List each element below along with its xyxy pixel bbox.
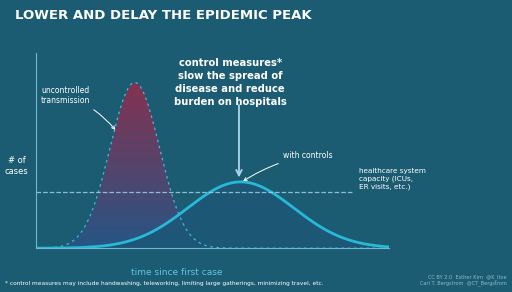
Text: with controls: with controls [244,151,333,181]
Text: time since first case: time since first case [132,268,223,277]
Text: LOWER AND DELAY THE EPIDEMIC PEAK: LOWER AND DELAY THE EPIDEMIC PEAK [15,9,312,22]
Text: CC BY 2.0  Esther Kim  @K_Itoe
Carl T. Bergstrom  @CT_Bergstrom: CC BY 2.0 Esther Kim @K_Itoe Carl T. Ber… [420,274,507,286]
Text: healthcare system
capacity (ICUs,
ER visits, etc.): healthcare system capacity (ICUs, ER vis… [359,168,426,190]
Text: # of
cases: # of cases [5,156,28,176]
Text: control measures*
slow the spread of
disease and reduce
burden on hospitals: control measures* slow the spread of dis… [174,58,287,107]
Text: * control measures may include handwashing, teleworking, limiting large gatherin: * control measures may include handwashi… [5,281,324,286]
Text: uncontrolled
transmission: uncontrolled transmission [41,86,115,129]
